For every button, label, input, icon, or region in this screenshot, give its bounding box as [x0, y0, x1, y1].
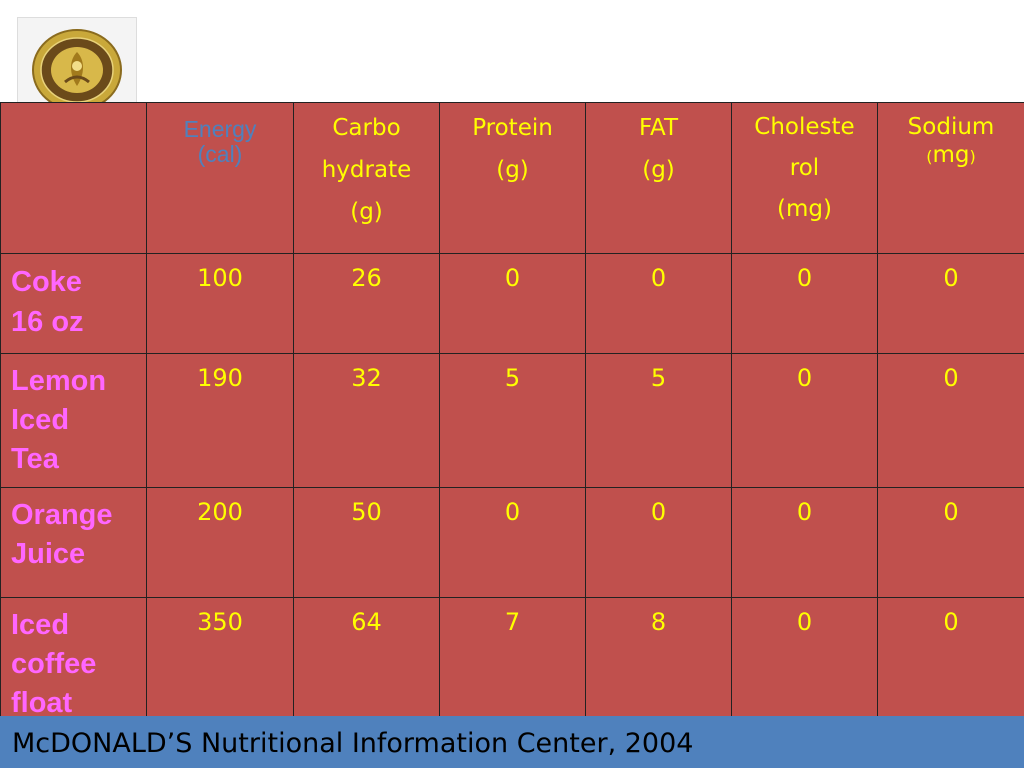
header-protein-line-2: (g): [440, 149, 585, 191]
cell-sodium: 0: [878, 354, 1024, 488]
header-chol-line-2: rol: [732, 148, 877, 189]
cell-value: 190: [147, 354, 293, 392]
cell-carbohydrate: 50: [294, 488, 440, 598]
cell-value: 0: [732, 354, 877, 392]
cell-value: 200: [147, 488, 293, 526]
cell-value: 0: [878, 254, 1024, 292]
cell-value: 0: [440, 488, 585, 526]
table-row: Lemon Iced Tea 190 32 5 5 0 0: [1, 354, 1024, 488]
cell-value: 350: [147, 598, 293, 636]
table-row: Coke 16 oz 100 26 0 0 0 0: [1, 254, 1024, 354]
cell-value: 0: [878, 488, 1024, 526]
cell-value: 0: [440, 254, 585, 292]
header-sodium-line-1: Sodium: [878, 113, 1024, 141]
table-row: Orange Juice 200 50 0 0 0 0: [1, 488, 1024, 598]
cell-cholesterol: 0: [732, 354, 878, 488]
cell-protein: 0: [440, 254, 586, 354]
cell-carbohydrate: 26: [294, 254, 440, 354]
cell-value: 5: [586, 354, 731, 392]
header-fat-line-1: FAT: [586, 107, 731, 149]
cell-sodium: 0: [878, 598, 1024, 728]
cell-value: 7: [440, 598, 585, 636]
cell-value: 26: [294, 254, 439, 292]
cell-cholesterol: 0: [732, 254, 878, 354]
header-sodium-line-2: (mg): [878, 141, 1024, 171]
cell-value: 0: [732, 488, 877, 526]
cell-fat: 8: [586, 598, 732, 728]
cell-value: 0: [878, 598, 1024, 636]
row-label-line: Iced: [11, 401, 146, 440]
cell-value: 0: [586, 254, 731, 292]
row-label-line: Coke: [11, 262, 146, 302]
cell-carbohydrate: 64: [294, 598, 440, 728]
header-fat-line-2: (g): [586, 149, 731, 191]
cell-value: 8: [586, 598, 731, 636]
nutrition-table: Energy (cal) Carbo hydrate (g) Protein (…: [0, 102, 1024, 728]
cell-energy: 190: [147, 354, 294, 488]
cell-value: 32: [294, 354, 439, 392]
row-label-iced-coffee-float: Iced coffee float: [1, 598, 147, 728]
header-carbo-line-3: (g): [294, 191, 439, 233]
cell-energy: 350: [147, 598, 294, 728]
cell-value: 64: [294, 598, 439, 636]
header-sodium-close-paren: ): [970, 147, 976, 166]
cell-value: 0: [586, 488, 731, 526]
corner-cell: [1, 103, 147, 254]
cell-protein: 5: [440, 354, 586, 488]
cell-value: 0: [732, 254, 877, 292]
header-energy-line-2: (cal): [147, 142, 293, 167]
cell-value: 0: [878, 354, 1024, 392]
row-label-line: Juice: [11, 535, 146, 574]
header-chol-line-1: Choleste: [732, 107, 877, 148]
row-label-line: Lemon: [11, 362, 146, 401]
cell-carbohydrate: 32: [294, 354, 440, 488]
header-carbo-line-2: hydrate: [294, 149, 439, 191]
row-label-line: Tea: [11, 440, 146, 479]
row-label-lemon-iced-tea: Lemon Iced Tea: [1, 354, 147, 488]
header-energy: Energy (cal): [147, 103, 294, 254]
row-label-coke: Coke 16 oz: [1, 254, 147, 354]
cell-sodium: 0: [878, 254, 1024, 354]
cell-value: 100: [147, 254, 293, 292]
cell-value: 0: [732, 598, 877, 636]
cell-sodium: 0: [878, 488, 1024, 598]
cell-protein: 7: [440, 598, 586, 728]
cell-value: 5: [440, 354, 585, 392]
cell-cholesterol: 0: [732, 598, 878, 728]
header-protein: Protein (g): [440, 103, 586, 254]
header-fat: FAT (g): [586, 103, 732, 254]
cell-cholesterol: 0: [732, 488, 878, 598]
header-cholesterol: Choleste rol (mg): [732, 103, 878, 254]
cell-protein: 0: [440, 488, 586, 598]
table-row: Iced coffee float 350 64 7 8 0 0: [1, 598, 1024, 728]
row-label-line: Orange: [11, 496, 146, 535]
row-label-orange-juice: Orange Juice: [1, 488, 147, 598]
header-energy-line-1: Energy: [147, 117, 293, 142]
cell-energy: 100: [147, 254, 294, 354]
header-sodium-unit: mg: [932, 142, 969, 168]
header-chol-line-3: (mg): [732, 189, 877, 230]
cell-fat: 5: [586, 354, 732, 488]
header-sodium: Sodium (mg): [878, 103, 1024, 254]
cell-value: 50: [294, 488, 439, 526]
cell-fat: 0: [586, 488, 732, 598]
row-label-line: coffee: [11, 645, 146, 684]
cell-fat: 0: [586, 254, 732, 354]
header-carbohydrate: Carbo hydrate (g): [294, 103, 440, 254]
header-row: Energy (cal) Carbo hydrate (g) Protein (…: [1, 103, 1024, 254]
row-label-line: Iced: [11, 606, 146, 645]
cell-energy: 200: [147, 488, 294, 598]
header-carbo-line-1: Carbo: [294, 107, 439, 149]
row-label-line: 16 oz: [11, 302, 146, 342]
source-caption: McDONALD’S Nutritional Information Cente…: [0, 716, 1024, 768]
header-protein-line-1: Protein: [440, 107, 585, 149]
